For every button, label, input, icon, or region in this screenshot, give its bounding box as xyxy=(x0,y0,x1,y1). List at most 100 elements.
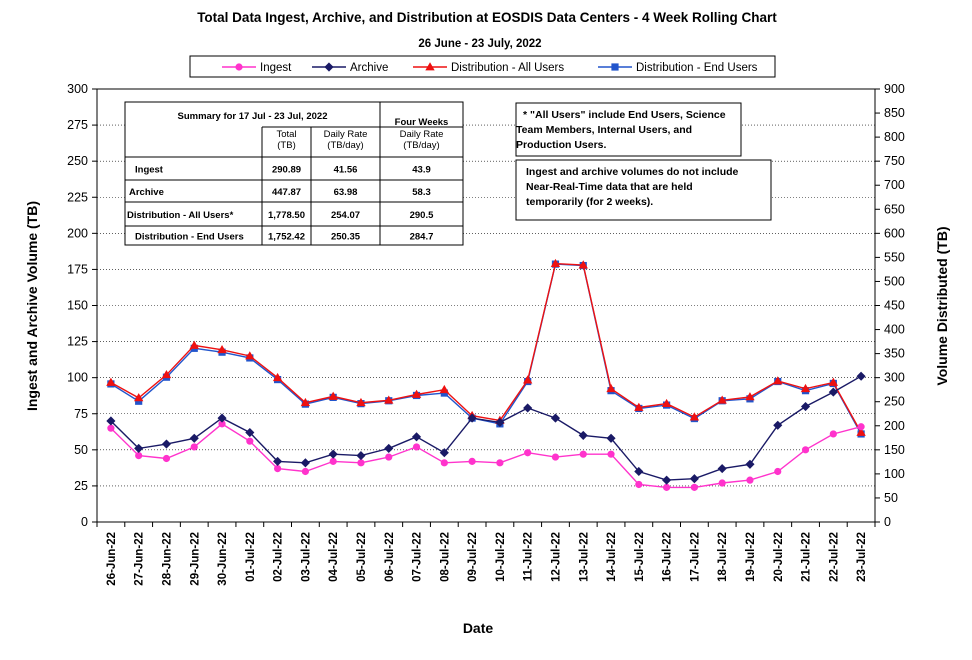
data-point xyxy=(579,450,587,458)
series-line xyxy=(110,262,862,433)
note-box: Ingest and archive volumes do not includ… xyxy=(515,159,772,221)
data-point xyxy=(439,384,450,394)
data-point xyxy=(857,423,865,431)
x-tick-label: 12-Jul-22 xyxy=(550,532,562,582)
legend-marker xyxy=(235,63,243,71)
data-point xyxy=(634,466,644,477)
y2-tick-label: 350 xyxy=(884,347,905,361)
data-point xyxy=(717,395,727,404)
data-point xyxy=(578,260,588,269)
table-four-weeks: Four Weeks xyxy=(395,117,449,128)
y2-tick-label: 200 xyxy=(884,419,905,433)
data-point xyxy=(774,467,782,476)
data-point xyxy=(356,451,366,461)
note-text: Ingest and archive volumes do not includ… xyxy=(526,166,739,178)
y2-tick-label: 900 xyxy=(884,82,905,96)
table-title: Summary for 17 Jul - 23 Jul, 2022 xyxy=(178,111,328,122)
table-col-header: (TB/day) xyxy=(403,140,439,151)
x-tick-label: 21-Jul-22 xyxy=(801,532,813,582)
x-tick-label: 20-Jul-22 xyxy=(773,532,785,582)
y2-tick-label: 250 xyxy=(884,395,905,409)
x-tick-label: 14-Jul-22 xyxy=(606,532,618,582)
data-point xyxy=(578,430,588,440)
x-tick-label: 30-Jun-22 xyxy=(217,532,229,586)
x-tick-label: 07-Jul-22 xyxy=(412,532,424,582)
data-point xyxy=(662,475,672,485)
data-point xyxy=(828,377,839,386)
y-tick-label: 75 xyxy=(74,407,88,421)
legend-marker xyxy=(324,62,334,72)
y-tick-label: 125 xyxy=(67,335,88,349)
note-box: * "All Users" include End Users, Science… xyxy=(515,102,742,157)
data-point xyxy=(189,433,199,443)
y-tick-label: 50 xyxy=(74,443,88,457)
table-cell: 1,778.50 xyxy=(268,210,305,221)
x-tick-label: 10-Jul-22 xyxy=(495,532,507,582)
table-cell: 43.9 xyxy=(412,165,431,176)
data-point xyxy=(607,450,615,458)
note-frame xyxy=(515,159,772,221)
x-tick-label: 11-Jul-22 xyxy=(523,532,535,581)
data-point xyxy=(829,430,837,438)
x-tick-label: 27-Jun-22 xyxy=(134,532,146,586)
table-row-label: Distribution - End Users xyxy=(135,232,244,243)
data-point xyxy=(272,372,283,382)
table-cell: 63.98 xyxy=(334,187,358,198)
table-col-header: Daily Rate xyxy=(400,129,444,140)
legend-marker xyxy=(425,62,435,71)
table-col-header: Daily Rate xyxy=(324,129,368,140)
data-point xyxy=(856,427,866,436)
y2-tick-label: 650 xyxy=(884,202,905,216)
data-point xyxy=(551,453,560,461)
x-tick-label: 04-Jul-22 xyxy=(328,532,340,582)
y-tick-label: 0 xyxy=(81,515,88,529)
note-text: * "All Users" include End Users, Science xyxy=(523,109,726,121)
y2-tick-label: 100 xyxy=(884,467,905,481)
data-point xyxy=(245,351,255,360)
data-point xyxy=(496,459,504,467)
data-point xyxy=(663,483,671,491)
data-point xyxy=(384,395,394,404)
data-point xyxy=(106,416,116,426)
chart-subtitle: 26 June - 23 July, 2022 xyxy=(418,38,541,50)
table-cell: 290.5 xyxy=(410,210,434,221)
x-tick-label: 15-Jul-22 xyxy=(634,532,646,582)
table-col-header: (TB) xyxy=(277,140,295,151)
data-point xyxy=(661,398,672,408)
chart-title: Total Data Ingest, Archive, and Distribu… xyxy=(197,10,777,25)
data-point xyxy=(495,417,505,427)
y2-tick-label: 750 xyxy=(884,154,905,168)
y-tick-label: 250 xyxy=(67,154,88,168)
data-point xyxy=(467,413,477,423)
series-distribution-all-users xyxy=(106,258,866,436)
note-text: temporarily (for 2 weeks). xyxy=(526,196,653,208)
table-cell: 58.3 xyxy=(412,187,431,198)
data-point xyxy=(161,439,172,449)
data-point xyxy=(717,464,727,474)
data-point xyxy=(606,383,616,393)
x-tick-label: 16-Jul-22 xyxy=(662,532,674,582)
legend-label: Archive xyxy=(350,62,388,74)
y2-tick-label: 800 xyxy=(884,130,905,144)
table-cell: 250.35 xyxy=(331,232,361,243)
series-line xyxy=(110,375,862,481)
data-point xyxy=(300,458,310,468)
data-point xyxy=(550,258,561,268)
table-cell: 41.56 xyxy=(334,165,358,176)
data-point xyxy=(828,387,838,397)
y2-axis-title: Volume Distributed (TB) xyxy=(934,226,950,385)
series-ingest xyxy=(107,420,865,491)
data-point xyxy=(773,376,783,385)
table-col-header: (TB/day) xyxy=(327,140,363,151)
y-tick-label: 175 xyxy=(67,262,88,276)
series-line xyxy=(110,423,862,489)
data-point xyxy=(550,413,561,423)
table-cell: 447.87 xyxy=(272,187,301,198)
x-axis-title: Date xyxy=(463,620,494,636)
y2-tick-label: 400 xyxy=(884,323,905,337)
series-line xyxy=(110,263,862,435)
y-tick-label: 300 xyxy=(67,82,88,96)
legend-marker xyxy=(611,63,619,71)
table-cell: 284.7 xyxy=(410,232,434,243)
